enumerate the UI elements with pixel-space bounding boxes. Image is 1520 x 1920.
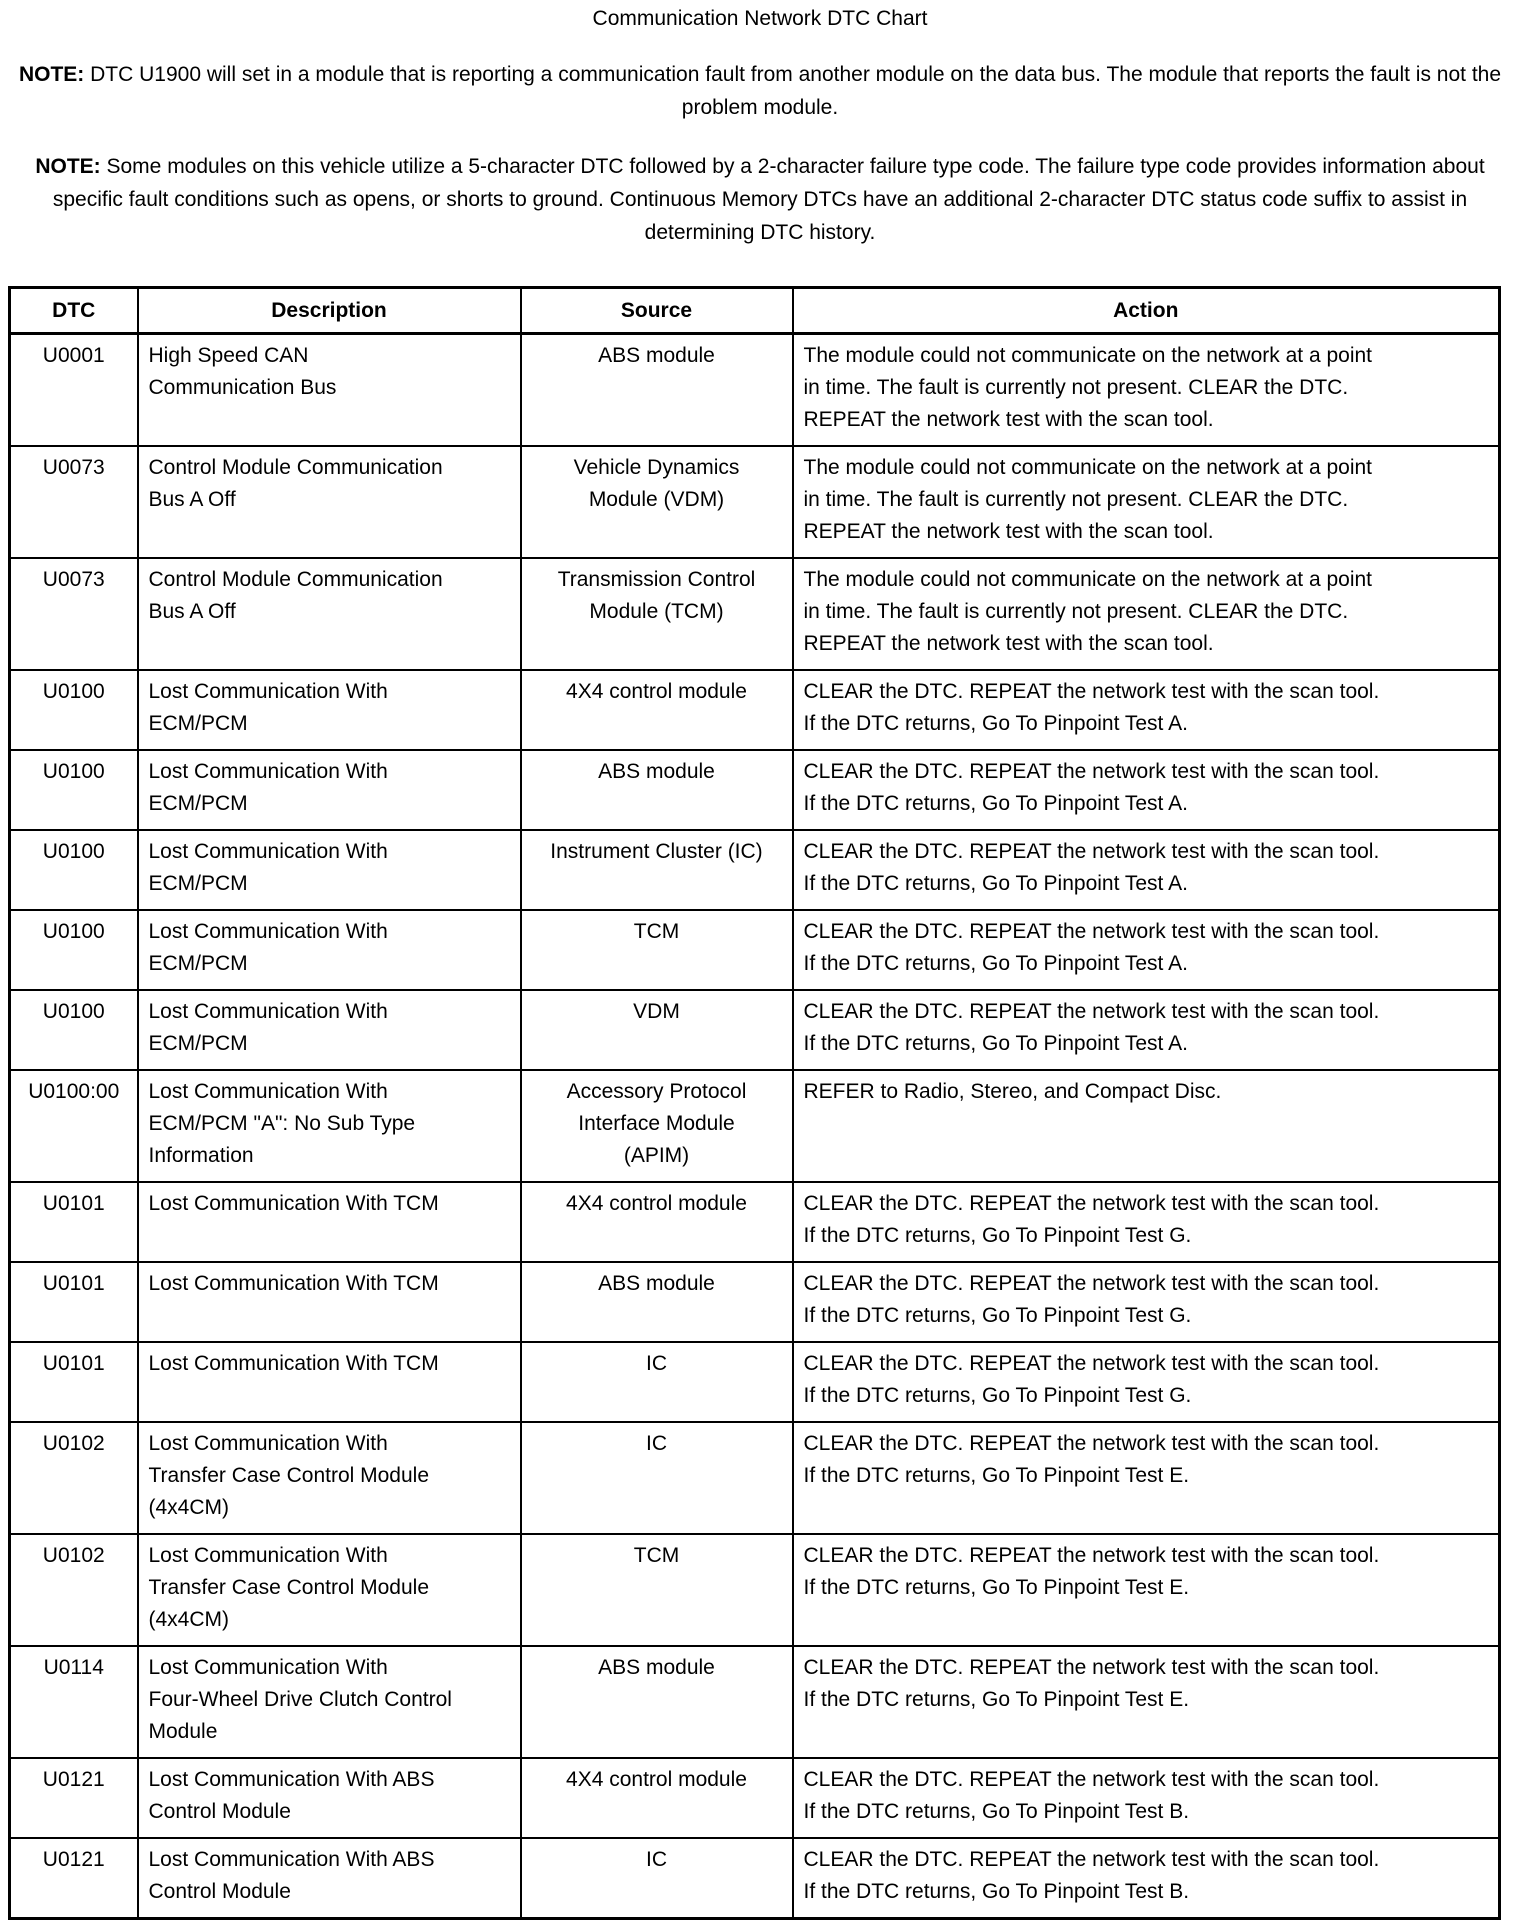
- cell-source: ABS module: [519, 1261, 794, 1343]
- table-row: U0121 Lost Communication With ABS Contro…: [8, 1837, 1501, 1920]
- cell-description: Lost Communication With TCM: [136, 1181, 522, 1263]
- column-header-source: Source: [519, 286, 794, 335]
- note-failure-type-code: NOTE: Some modules on this vehicle utili…: [12, 150, 1508, 249]
- cell-action: CLEAR the DTC. REPEAT the network test w…: [791, 749, 1501, 831]
- cell-dtc: U0100:00: [8, 1069, 139, 1183]
- dtc-table: DTC Description Source Action U0001 High…: [8, 286, 1501, 1920]
- table-row: U0100 Lost Communication With ECM/PCM TC…: [8, 909, 1501, 991]
- cell-description: Lost Communication With ECM/PCM "A": No …: [136, 1069, 522, 1183]
- cell-dtc: U0073: [8, 557, 139, 671]
- cell-action: CLEAR the DTC. REPEAT the network test w…: [791, 989, 1501, 1071]
- cell-description: Lost Communication With ECM/PCM: [136, 669, 522, 751]
- table-row: U0101 Lost Communication With TCM ABS mo…: [8, 1261, 1501, 1343]
- table-row: U0101 Lost Communication With TCM 4X4 co…: [8, 1181, 1501, 1263]
- cell-dtc: U0121: [8, 1837, 139, 1920]
- cell-dtc: U0100: [8, 829, 139, 911]
- cell-action: CLEAR the DTC. REPEAT the network test w…: [791, 1837, 1501, 1920]
- table-row: U0073 Control Module Communication Bus A…: [8, 445, 1501, 559]
- cell-action: CLEAR the DTC. REPEAT the network test w…: [791, 829, 1501, 911]
- cell-source: 4X4 control module: [519, 669, 794, 751]
- cell-dtc: U0102: [8, 1421, 139, 1535]
- cell-description: Lost Communication With Four-Wheel Drive…: [136, 1645, 522, 1759]
- cell-source: TCM: [519, 1533, 794, 1647]
- table-row: U0100 Lost Communication With ECM/PCM AB…: [8, 749, 1501, 831]
- table-row: U0100 Lost Communication With ECM/PCM 4X…: [8, 669, 1501, 751]
- cell-source: Accessory Protocol Interface Module (API…: [519, 1069, 794, 1183]
- cell-action: The module could not communicate on the …: [791, 332, 1501, 447]
- cell-source: Transmission Control Module (TCM): [519, 557, 794, 671]
- cell-description: High Speed CAN Communication Bus: [136, 332, 522, 447]
- cell-source: VDM: [519, 989, 794, 1071]
- cell-description: Control Module Communication Bus A Off: [136, 445, 522, 559]
- table-row: U0102 Lost Communication With Transfer C…: [8, 1421, 1501, 1535]
- cell-description: Lost Communication With Transfer Case Co…: [136, 1421, 522, 1535]
- cell-dtc: U0101: [8, 1181, 139, 1263]
- cell-source: IC: [519, 1421, 794, 1535]
- cell-dtc: U0073: [8, 445, 139, 559]
- note-label: NOTE:: [35, 155, 101, 178]
- cell-dtc: U0001: [8, 332, 139, 447]
- table-row: U0100:00 Lost Communication With ECM/PCM…: [8, 1069, 1501, 1183]
- cell-action: The module could not communicate on the …: [791, 445, 1501, 559]
- table-row: U0100 Lost Communication With ECM/PCM In…: [8, 829, 1501, 911]
- cell-description: Lost Communication With ECM/PCM: [136, 749, 522, 831]
- cell-dtc: U0101: [8, 1261, 139, 1343]
- table-row: U0073 Control Module Communication Bus A…: [8, 557, 1501, 671]
- table-row: U0101 Lost Communication With TCM IC CLE…: [8, 1341, 1501, 1423]
- cell-description: Lost Communication With TCM: [136, 1261, 522, 1343]
- cell-source: IC: [519, 1341, 794, 1423]
- cell-source: ABS module: [519, 332, 794, 447]
- cell-dtc: U0102: [8, 1533, 139, 1647]
- cell-description: Control Module Communication Bus A Off: [136, 557, 522, 671]
- note-text: DTC U1900 will set in a module that is r…: [90, 63, 1502, 119]
- table-row: U0121 Lost Communication With ABS Contro…: [8, 1757, 1501, 1839]
- table-header-row: DTC Description Source Action: [8, 286, 1501, 335]
- cell-dtc: U0114: [8, 1645, 139, 1759]
- cell-dtc: U0100: [8, 989, 139, 1071]
- cell-description: Lost Communication With ABS Control Modu…: [136, 1837, 522, 1920]
- cell-source: ABS module: [519, 1645, 794, 1759]
- cell-action: CLEAR the DTC. REPEAT the network test w…: [791, 1645, 1501, 1759]
- cell-action: CLEAR the DTC. REPEAT the network test w…: [791, 909, 1501, 991]
- cell-source: IC: [519, 1837, 794, 1920]
- cell-dtc: U0121: [8, 1757, 139, 1839]
- cell-source: TCM: [519, 909, 794, 991]
- cell-source: Vehicle Dynamics Module (VDM): [519, 445, 794, 559]
- cell-dtc: U0100: [8, 749, 139, 831]
- column-header-action: Action: [791, 286, 1501, 335]
- table-row: U0114 Lost Communication With Four-Wheel…: [8, 1645, 1501, 1759]
- cell-dtc: U0100: [8, 909, 139, 991]
- cell-description: Lost Communication With ECM/PCM: [136, 909, 522, 991]
- cell-action: CLEAR the DTC. REPEAT the network test w…: [791, 1533, 1501, 1647]
- cell-source: ABS module: [519, 749, 794, 831]
- cell-action: CLEAR the DTC. REPEAT the network test w…: [791, 1757, 1501, 1839]
- note-text: Some modules on this vehicle utilize a 5…: [52, 155, 1485, 244]
- cell-source: 4X4 control module: [519, 1181, 794, 1263]
- cell-source: 4X4 control module: [519, 1757, 794, 1839]
- column-header-description: Description: [136, 286, 522, 335]
- cell-dtc: U0100: [8, 669, 139, 751]
- page-title: Communication Network DTC Chart: [592, 7, 928, 30]
- cell-action: CLEAR the DTC. REPEAT the network test w…: [791, 1421, 1501, 1535]
- cell-action: CLEAR the DTC. REPEAT the network test w…: [791, 1261, 1501, 1343]
- cell-action: CLEAR the DTC. REPEAT the network test w…: [791, 669, 1501, 751]
- cell-action: CLEAR the DTC. REPEAT the network test w…: [791, 1341, 1501, 1423]
- cell-description: Lost Communication With ECM/PCM: [136, 829, 522, 911]
- cell-action: REFER to Radio, Stereo, and Compact Disc…: [791, 1069, 1501, 1183]
- cell-action: CLEAR the DTC. REPEAT the network test w…: [791, 1181, 1501, 1263]
- note-label: NOTE:: [18, 63, 85, 86]
- table-row: U0001 High Speed CAN Communication Bus A…: [8, 332, 1501, 447]
- cell-source: Instrument Cluster (IC): [519, 829, 794, 911]
- cell-description: Lost Communication With Transfer Case Co…: [136, 1533, 522, 1647]
- cell-description: Lost Communication With ECM/PCM: [136, 989, 522, 1071]
- table-row: U0102 Lost Communication With Transfer C…: [8, 1533, 1501, 1647]
- column-header-dtc: DTC: [8, 286, 139, 335]
- cell-action: The module could not communicate on the …: [791, 557, 1501, 671]
- table-row: U0100 Lost Communication With ECM/PCM VD…: [8, 989, 1501, 1071]
- cell-dtc: U0101: [8, 1341, 139, 1423]
- note-u1900: NOTE: DTC U1900 will set in a module tha…: [12, 58, 1508, 124]
- cell-description: Lost Communication With ABS Control Modu…: [136, 1757, 522, 1839]
- cell-description: Lost Communication With TCM: [136, 1341, 522, 1423]
